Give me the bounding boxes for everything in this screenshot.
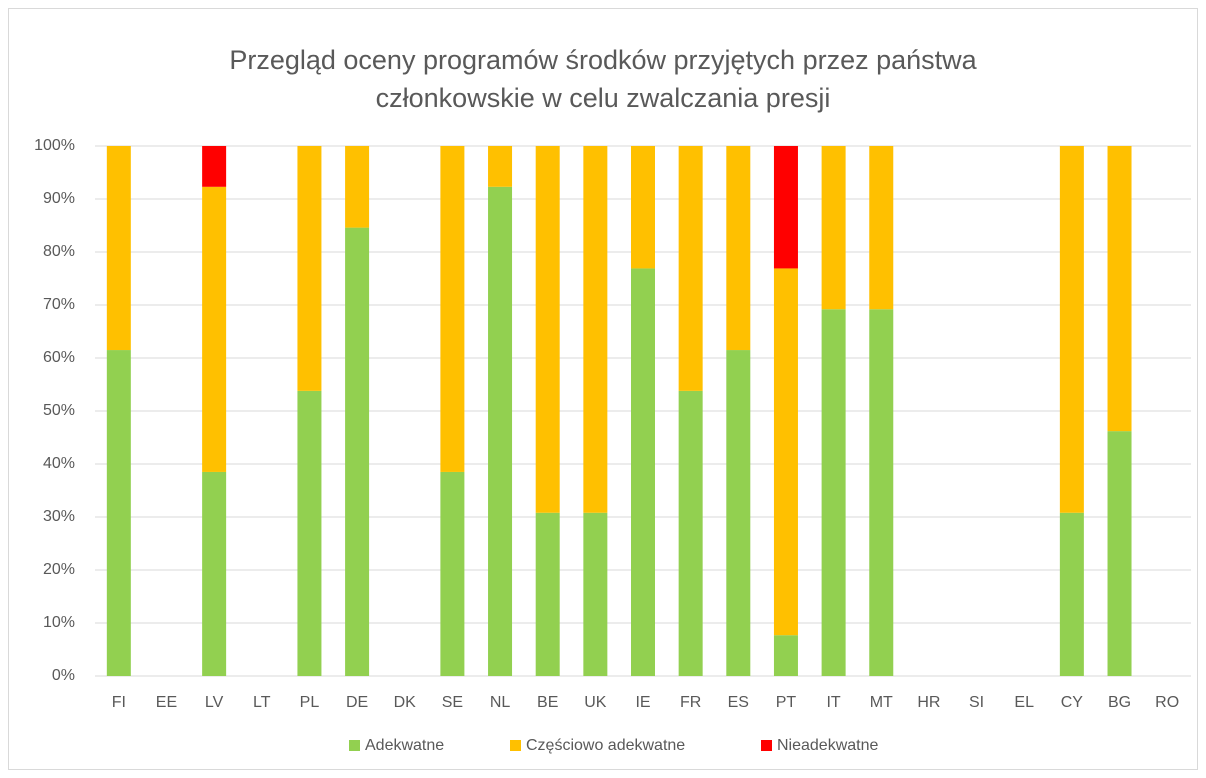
- bar-segment: [202, 146, 227, 187]
- y-tick-label: 90%: [43, 190, 75, 207]
- x-tick-label: LV: [205, 694, 224, 711]
- x-tick-label: PT: [776, 694, 797, 711]
- bar-segment: [297, 146, 322, 391]
- x-tick-label: ES: [728, 694, 749, 711]
- bar-segment: [821, 146, 846, 310]
- y-tick-label: 70%: [43, 296, 75, 313]
- x-tick-label: BE: [537, 694, 558, 711]
- y-tick-label: 20%: [43, 561, 75, 578]
- x-tick-label: SE: [442, 694, 463, 711]
- bar-segment: [535, 146, 560, 513]
- x-tick-label: NL: [490, 694, 511, 711]
- legend-label: Nieadekwatne: [777, 737, 879, 754]
- x-tick-label: BG: [1108, 694, 1131, 711]
- y-tick-label: 40%: [43, 455, 75, 472]
- x-tick-label: LT: [253, 694, 271, 711]
- bar-segment: [869, 146, 894, 310]
- bar-segment: [631, 146, 655, 269]
- bar-segment: [773, 635, 798, 676]
- y-tick-label: 60%: [43, 349, 75, 366]
- bar-segment: [440, 471, 465, 676]
- bar-segment: [678, 390, 703, 676]
- y-tick-label: 80%: [43, 243, 75, 260]
- bar-segment: [773, 146, 798, 269]
- legend-label: Częściowo adekwatne: [526, 737, 685, 754]
- bar-segment: [106, 350, 131, 676]
- x-tick-label: IT: [826, 694, 840, 711]
- bar-segment: [869, 309, 894, 676]
- y-tick-label: 100%: [34, 137, 75, 154]
- bar-segment: [583, 146, 608, 513]
- bar-segment: [583, 512, 608, 676]
- x-tick-label: PL: [300, 694, 320, 711]
- y-tick-label: 50%: [43, 402, 75, 419]
- bar-segment: [488, 146, 513, 187]
- bar-segment: [535, 512, 560, 676]
- x-tick-label: CY: [1061, 694, 1084, 711]
- bar-segment: [773, 268, 798, 636]
- bar-segment: [821, 309, 846, 676]
- bar-segment: [202, 186, 227, 472]
- x-tick-label: IE: [635, 694, 650, 711]
- legend-swatch: [349, 740, 360, 751]
- x-tick-label: FR: [680, 694, 701, 711]
- legend-swatch: [761, 740, 772, 751]
- x-tick-label: MT: [870, 694, 893, 711]
- bar-segment: [1059, 146, 1084, 513]
- bar-segment: [106, 146, 131, 351]
- chart-title: Przegląd oceny programów środków przyjęt…: [229, 45, 977, 113]
- x-tick-label: FI: [112, 694, 126, 711]
- x-tick-label: EL: [1014, 694, 1034, 711]
- bar-segment: [1107, 431, 1132, 676]
- y-tick-label: 30%: [43, 508, 75, 525]
- y-tick-label: 0%: [52, 667, 75, 684]
- legend-label: Adekwatne: [365, 737, 444, 754]
- bar-segment: [297, 390, 322, 676]
- bar-segment: [345, 146, 370, 228]
- bar-segment: [678, 146, 703, 391]
- bar-segment: [726, 350, 751, 676]
- bar-segment: [631, 268, 655, 676]
- x-tick-label: HR: [917, 694, 940, 711]
- bar-segment: [1107, 146, 1132, 432]
- x-tick-label: DK: [394, 694, 417, 711]
- bar-segment: [345, 227, 370, 676]
- x-tick-label: RO: [1155, 694, 1179, 711]
- x-tick-label: EE: [156, 694, 177, 711]
- legend-swatch: [510, 740, 521, 751]
- x-tick-label: DE: [346, 694, 368, 711]
- bar-segment: [488, 186, 513, 676]
- bar-segment: [1059, 512, 1084, 676]
- y-tick-label: 10%: [43, 614, 75, 631]
- bar-segment: [440, 146, 465, 472]
- x-tick-label: SI: [969, 694, 984, 711]
- bar-segment: [726, 146, 751, 351]
- bar-segment: [202, 471, 227, 676]
- x-tick-label: UK: [584, 694, 607, 711]
